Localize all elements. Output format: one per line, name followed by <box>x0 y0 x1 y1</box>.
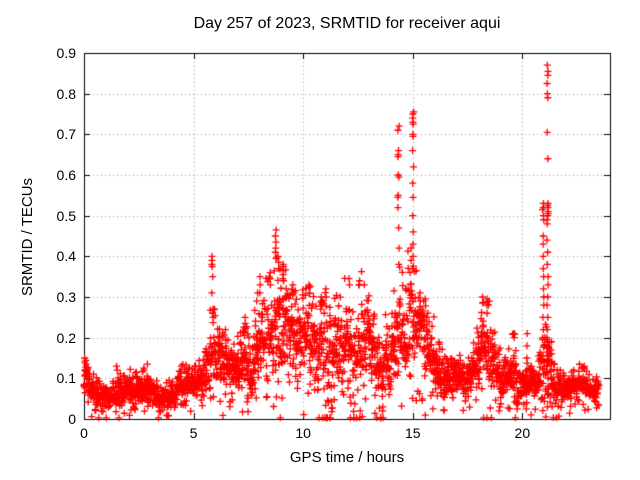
chart-title: Day 257 of 2023, SRMTID for receiver aqu… <box>193 15 501 32</box>
y-tick-label: 0.2 <box>56 329 76 346</box>
x-tick-label: 0 <box>80 425 88 441</box>
y-tick-label: 0 <box>68 411 76 427</box>
x-tick-label: 15 <box>404 425 421 441</box>
x-tick-label: 5 <box>189 425 198 441</box>
y-tick-label: 0.1 <box>56 370 76 387</box>
y-tick-label: 0.6 <box>56 167 76 183</box>
y-tick-label: 0.7 <box>56 126 76 143</box>
x-axis-label: GPS time / hours <box>289 449 405 466</box>
y-tick-label: 0.9 <box>56 45 76 61</box>
x-tick-label: 20 <box>514 425 531 441</box>
y-tick-label: 0.4 <box>56 248 76 265</box>
y-tick-label: 0.5 <box>56 207 76 224</box>
y-tick-label: 0.8 <box>56 85 76 102</box>
y-tick-label: 0.3 <box>56 289 76 305</box>
x-tick-label: 10 <box>295 425 311 441</box>
